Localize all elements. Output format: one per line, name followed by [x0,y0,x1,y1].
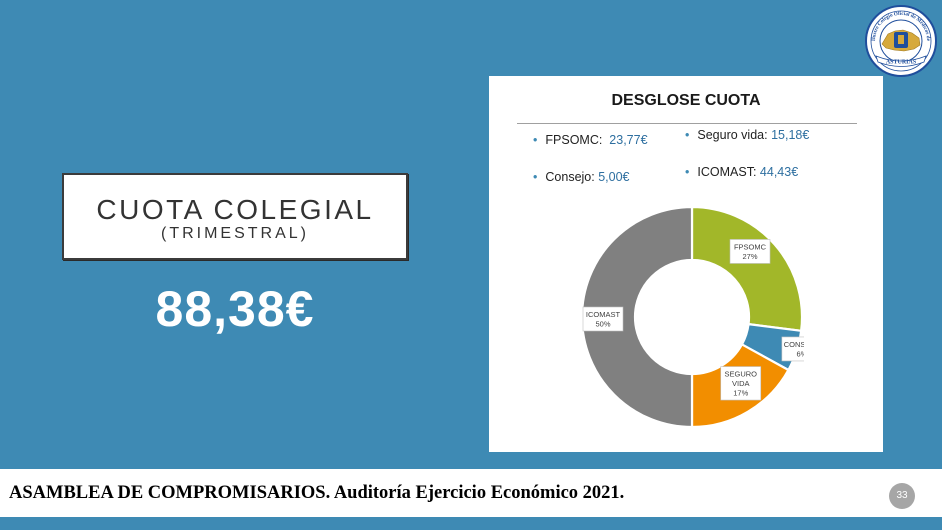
data-label-text: SEGURO [725,370,758,379]
breakdown-title: DESGLOSE CUOTA [611,92,761,109]
total-amount: 88,38€ [155,281,315,337]
donut-slice-fpsomc [690,205,804,333]
legend-value: 44,43€ [759,165,799,179]
bullet-icon: • [533,170,538,184]
data-label-box [781,336,804,362]
legend-item-consejo: • Consejo: 5,00€ [533,170,630,184]
legend-value: 15,18€ [771,128,810,142]
bullet-icon: • [533,133,538,147]
data-label-consejo: CONSEJO6% [781,336,804,362]
legend-label: Seguro vida: [697,128,768,142]
slide-title: CUOTA COLEGIAL [96,194,374,225]
data-label-value: 27% [743,252,758,261]
legend-item-fpsomc: • FPSOMC: 23,77€ [533,133,648,147]
data-label-text: VIDA [732,379,750,388]
data-label-text: FPSOMC [734,242,767,251]
legend-value: 23,77€ [609,133,648,147]
footer-bar: ASAMBLEA DE COMPROMISARIOS. Auditoría Ej… [0,469,942,517]
footer-text: ASAMBLEA DE COMPROMISARIOS. Auditoría Ej… [9,483,625,503]
slide-subtitle: (TRIMESTRAL) [161,225,309,242]
data-label-box [729,239,771,264]
legend-label: FPSOMC: [545,133,603,147]
legend-item-icomast: • ICOMAST: 44,43€ [685,165,798,179]
data-label-box [582,306,624,332]
legend-label: ICOMAST: [697,165,757,179]
data-label-text: ICOMAST [586,310,621,319]
donut-slice-icomast [580,205,694,429]
college-seal-logo: ASTURIAS Ilustre Colegio Oficial de Médi… [865,5,937,77]
data-label-value: 6% [796,349,804,358]
logo-banner-text: ASTURIAS [886,60,917,66]
bullet-icon: • [685,165,690,179]
data-label-value: 17% [733,389,748,398]
title-box: CUOTA COLEGIAL (TRIMESTRAL) [62,173,408,260]
data-label-value: 50% [595,320,610,329]
data-label-text: CONSEJO [784,340,804,349]
legend-label: Consejo: [545,170,595,184]
legend-value: 5,00€ [598,170,630,184]
divider [517,123,857,124]
page-number-badge: 33 [889,483,915,509]
legend-item-seguro-vida: • Seguro vida: 15,18€ [685,128,809,142]
data-label-box [720,366,762,401]
bullet-icon: • [685,128,690,142]
